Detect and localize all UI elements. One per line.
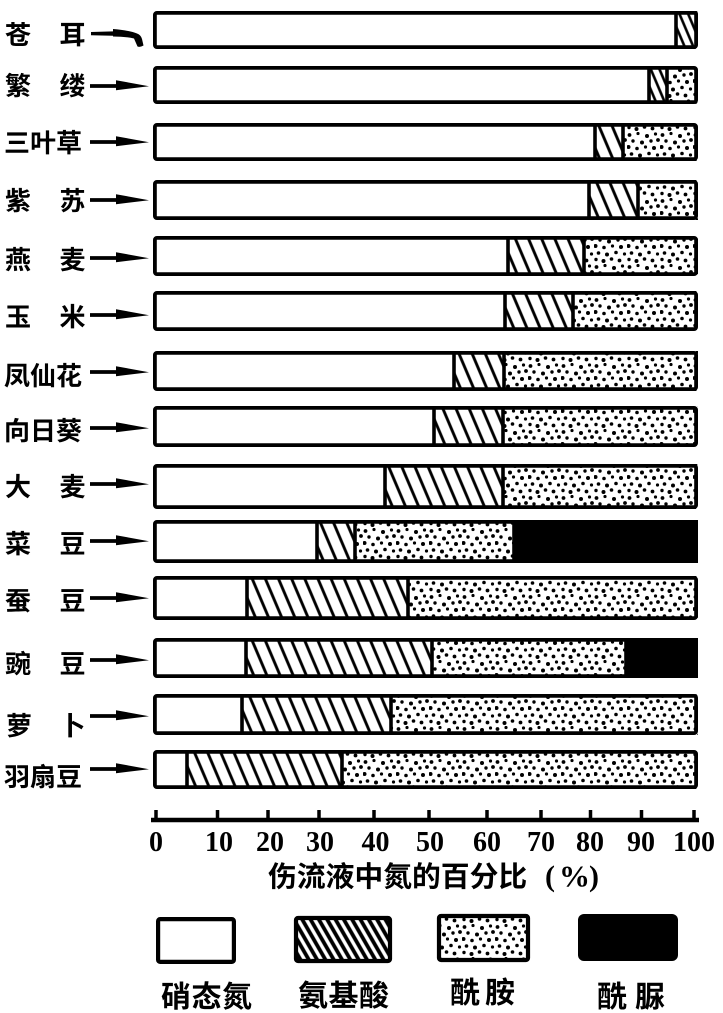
svg-text:100: 100 — [673, 827, 715, 858]
svg-text:30: 30 — [306, 827, 334, 858]
svg-text:40: 40 — [362, 827, 390, 858]
svg-text:90: 90 — [627, 827, 655, 858]
svg-text:60: 60 — [473, 827, 501, 858]
svg-text:10: 10 — [205, 827, 233, 858]
svg-text:70: 70 — [527, 827, 555, 858]
svg-text:80: 80 — [576, 827, 604, 858]
svg-text:50: 50 — [416, 827, 444, 858]
svg-text:(: ( — [545, 860, 555, 893]
svg-text:20: 20 — [256, 827, 284, 858]
svg-text:): ) — [589, 860, 599, 893]
svg-text:0: 0 — [149, 827, 163, 858]
svg-text:%: % — [559, 859, 590, 894]
